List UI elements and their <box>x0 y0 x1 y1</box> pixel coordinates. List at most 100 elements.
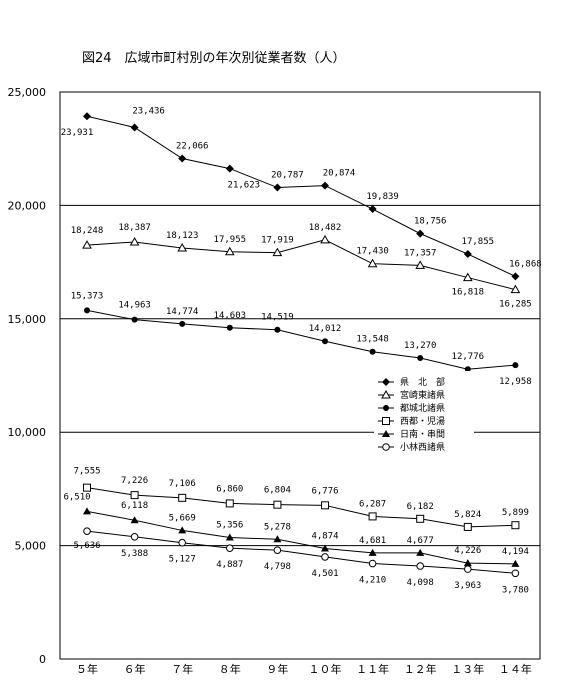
legend-label: 小林西諸県 <box>400 441 445 453</box>
data-label: 20,787 <box>271 171 304 181</box>
data-point <box>416 514 425 523</box>
series-0 <box>83 112 520 281</box>
data-point <box>273 183 282 192</box>
legend-marker <box>382 430 390 437</box>
y-tick-label: 15,000 <box>8 313 47 326</box>
chart-title: 図24 広域市町村別の年次別従業者数（人） <box>82 50 346 66</box>
data-point <box>321 544 329 552</box>
data-point <box>83 527 91 535</box>
data-label: 5,636 <box>73 541 100 551</box>
data-point <box>226 544 234 552</box>
data-point <box>368 548 377 556</box>
data-label: 4,887 <box>216 560 243 570</box>
data-label: 4,501 <box>311 569 338 579</box>
data-label: 4,226 <box>454 546 481 556</box>
data-point <box>367 258 378 268</box>
series-line <box>86 115 516 277</box>
plot-area <box>59 91 541 660</box>
x-tick-label: ９年 <box>266 662 288 676</box>
data-label: 19,839 <box>366 192 399 202</box>
data-label: 6,182 <box>407 502 434 512</box>
legend-label: 宮崎東諸県 <box>400 389 445 401</box>
data-label: 18,387 <box>118 223 151 233</box>
data-label: 14,603 <box>214 311 247 321</box>
data-label: 3,780 <box>502 585 529 595</box>
series-4 <box>83 507 520 567</box>
data-point <box>511 559 520 567</box>
data-point <box>511 521 520 530</box>
data-point <box>416 229 425 238</box>
legend-box <box>374 371 474 461</box>
data-point <box>179 320 186 327</box>
data-label: 5,824 <box>454 510 481 520</box>
data-label: 16,285 <box>499 300 532 310</box>
series-line <box>86 309 516 370</box>
data-label: 17,357 <box>404 248 437 258</box>
y-tick-label: 10,000 <box>8 426 47 439</box>
data-label: 20,874 <box>323 169 356 179</box>
data-point <box>225 164 234 173</box>
data-label: 13,270 <box>404 341 437 351</box>
series-line <box>86 510 516 565</box>
data-label: 13,548 <box>356 335 389 345</box>
x-tick-label: ６年 <box>124 662 146 676</box>
data-point <box>463 522 472 531</box>
data-label: 5,669 <box>169 513 196 523</box>
data-labels: 23,931 23,436 22,066 21,623 20,787 20,874 19,8… <box>61 106 542 595</box>
x-tick-label: ８年 <box>219 662 241 676</box>
legend-item: 宮崎東諸県 <box>378 389 445 401</box>
data-label: 18,756 <box>414 217 447 227</box>
legend-label: 都城北諸県 <box>400 402 445 414</box>
data-point <box>130 123 139 132</box>
data-point <box>320 234 330 244</box>
x-tick-label: １１年 <box>356 662 389 676</box>
y-axis-ticks: 0 5,000 10,000 15,000 20,000 25,000 <box>8 86 47 666</box>
data-point <box>511 272 520 281</box>
x-tick-label: ７年 <box>171 662 193 676</box>
data-label: 6,118 <box>121 501 148 511</box>
data-point <box>510 284 521 294</box>
data-label: 14,012 <box>309 324 342 334</box>
data-point <box>415 260 426 269</box>
x-tick-label: ５年 <box>76 662 98 676</box>
data-point <box>463 559 472 567</box>
data-label: 5,356 <box>216 521 243 531</box>
data-label: 22,066 <box>176 142 209 152</box>
y-tick-label: 25,000 <box>8 86 47 99</box>
data-label: 12,776 <box>452 352 485 362</box>
data-point <box>322 338 328 345</box>
data-label: 5,278 <box>264 522 291 532</box>
data-label: 6,287 <box>359 499 386 509</box>
legend-marker <box>381 389 391 399</box>
series-3 <box>83 483 520 531</box>
data-point <box>273 535 282 543</box>
legend-marker <box>382 417 390 425</box>
series-1 <box>82 234 521 294</box>
data-label: 5,388 <box>121 549 148 559</box>
data-point <box>178 154 187 163</box>
data-point <box>321 181 329 190</box>
data-label: 18,482 <box>309 223 342 233</box>
data-label: 4,681 <box>359 536 386 546</box>
data-point <box>83 483 91 492</box>
data-label: 23,931 <box>61 128 94 138</box>
data-point <box>462 272 473 282</box>
data-label: 17,919 <box>261 236 294 246</box>
series-line <box>86 530 516 574</box>
data-label: 12,958 <box>499 377 532 387</box>
x-tick-label: １２年 <box>404 662 437 676</box>
data-point <box>178 526 187 534</box>
data-label: 6,776 <box>311 486 338 496</box>
legend-item: 都城北諸県 <box>378 402 445 414</box>
data-point <box>274 326 281 333</box>
data-label: 4,798 <box>264 562 291 572</box>
data-label: 6,860 <box>216 484 243 494</box>
x-axis-ticks: ５年 ６年 ７年 ８年 ９年 １０年 １１年 １２年 １３年 １４年 <box>76 662 532 676</box>
data-point <box>416 548 425 556</box>
data-label: 7,226 <box>121 476 148 486</box>
legend-label: 県 北 部 <box>400 376 445 388</box>
x-tick-label: １３年 <box>451 662 484 676</box>
data-label: 6,510 <box>63 492 90 502</box>
data-point <box>224 246 235 256</box>
